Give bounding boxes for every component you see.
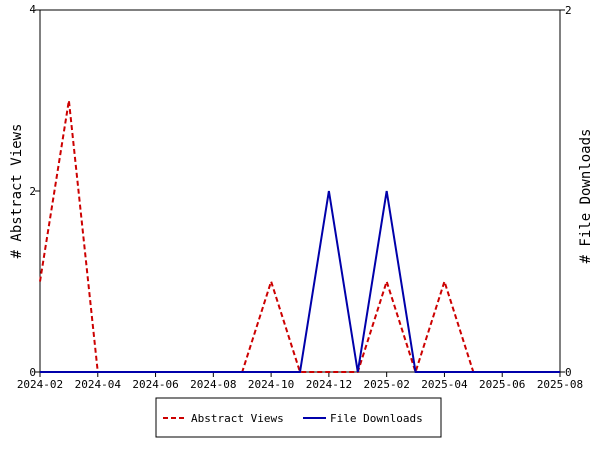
legend: Abstract Views File Downloads bbox=[155, 397, 442, 438]
x-tick-label: 2025-04 bbox=[421, 378, 468, 391]
x-tick-label: 2024-12 bbox=[306, 378, 352, 391]
y-axis-right-title: # File Downloads bbox=[578, 129, 594, 264]
y-left-tick-label: 0 bbox=[29, 366, 36, 379]
plot-frame bbox=[39, 9, 561, 373]
x-tick-label: 2024-02 bbox=[17, 378, 63, 391]
series-layer bbox=[39, 100, 560, 376]
x-tick-label: 2024-04 bbox=[75, 378, 122, 391]
y-left-tick-label: 4 bbox=[29, 3, 36, 16]
x-tick-label: 2025-02 bbox=[363, 378, 409, 391]
x-tick-label: 2024-08 bbox=[190, 378, 236, 391]
legend-label-file-downloads: File Downloads bbox=[330, 412, 423, 425]
y-right-tick-label: 2 bbox=[565, 4, 572, 17]
axes-layer: 2024-02 2024-04 2024-06 2024-08 2024-10 2024-… bbox=[17, 3, 583, 391]
x-tick-label: 2025-08 bbox=[537, 378, 583, 391]
y-axis-left-title: # Abstract Views bbox=[9, 124, 25, 259]
series-line-abstract-views bbox=[39, 100, 560, 376]
x-tick-label: 2024-06 bbox=[132, 378, 178, 391]
y-left-tick-label: 2 bbox=[29, 185, 36, 198]
x-tick-label: 2024-10 bbox=[248, 378, 294, 391]
x-tick-label: 2025-06 bbox=[479, 378, 525, 391]
legend-label-abstract-views: Abstract Views bbox=[191, 412, 284, 425]
y-right-tick-label: 0 bbox=[565, 366, 572, 379]
legend-box bbox=[155, 397, 442, 438]
series-line-file-downloads bbox=[40, 190, 560, 373]
